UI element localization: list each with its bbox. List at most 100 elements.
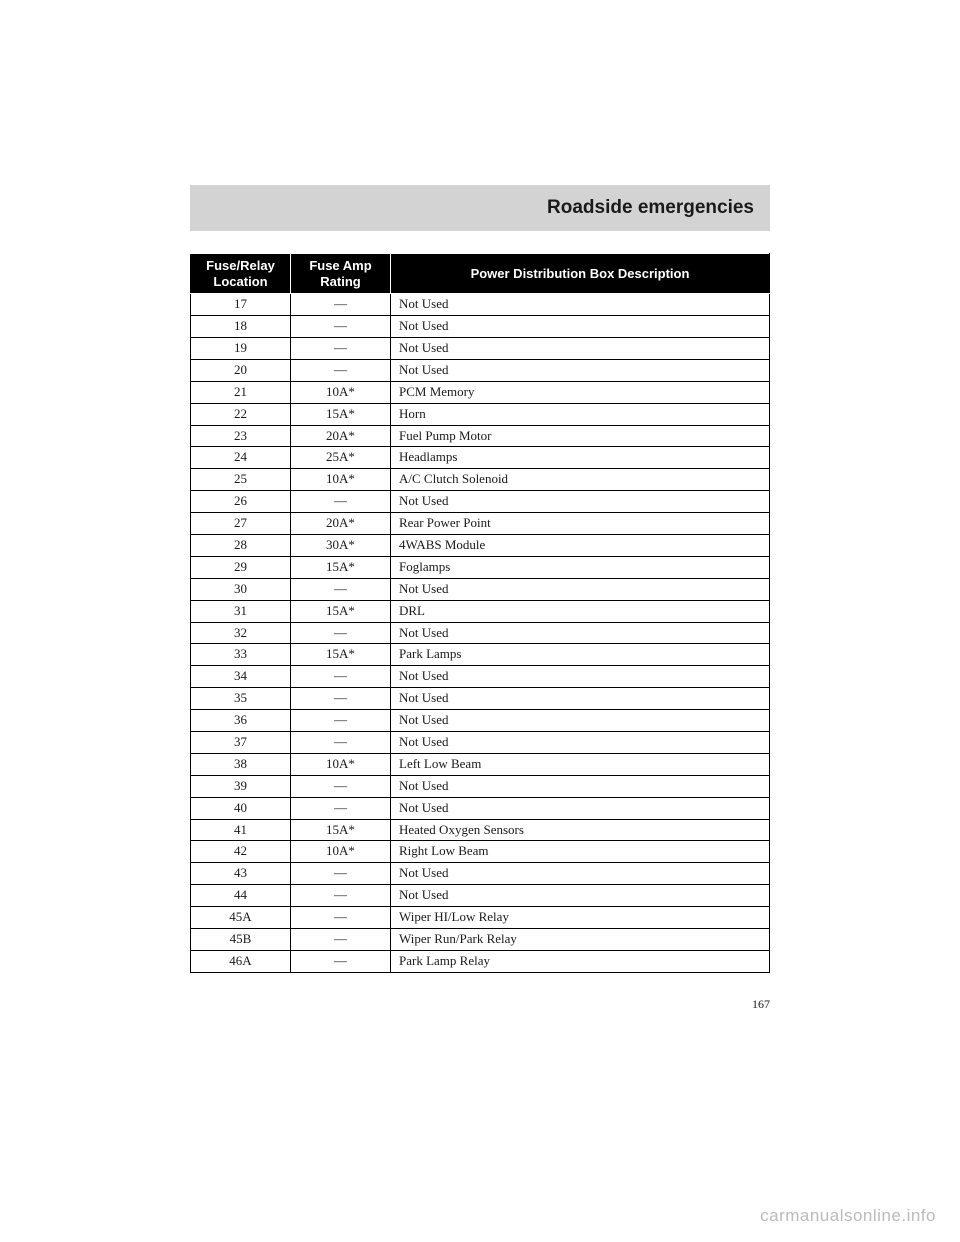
cell-description: Not Used bbox=[391, 294, 770, 316]
cell-location: 27 bbox=[191, 513, 291, 535]
table-row: 3315A*Park Lamps bbox=[191, 644, 770, 666]
cell-rating: 15A* bbox=[291, 403, 391, 425]
cell-location: 34 bbox=[191, 666, 291, 688]
cell-description: Not Used bbox=[391, 797, 770, 819]
cell-rating: — bbox=[291, 885, 391, 907]
table-row: 18—Not Used bbox=[191, 316, 770, 338]
table-row: 34—Not Used bbox=[191, 666, 770, 688]
cell-rating: — bbox=[291, 666, 391, 688]
table-row: 2110A*PCM Memory bbox=[191, 381, 770, 403]
cell-location: 41 bbox=[191, 819, 291, 841]
table-row: 30—Not Used bbox=[191, 578, 770, 600]
cell-rating: 15A* bbox=[291, 600, 391, 622]
cell-rating: — bbox=[291, 688, 391, 710]
table-row: 20—Not Used bbox=[191, 359, 770, 381]
cell-location: 19 bbox=[191, 337, 291, 359]
cell-rating: — bbox=[291, 732, 391, 754]
cell-description: Not Used bbox=[391, 578, 770, 600]
cell-description: Park Lamp Relay bbox=[391, 950, 770, 972]
table-row: 3810A*Left Low Beam bbox=[191, 753, 770, 775]
cell-description: Not Used bbox=[391, 666, 770, 688]
cell-location: 32 bbox=[191, 622, 291, 644]
cell-rating: 15A* bbox=[291, 644, 391, 666]
cell-location: 20 bbox=[191, 359, 291, 381]
cell-location: 18 bbox=[191, 316, 291, 338]
table-row: 17—Not Used bbox=[191, 294, 770, 316]
cell-location: 17 bbox=[191, 294, 291, 316]
cell-rating: — bbox=[291, 950, 391, 972]
cell-location: 30 bbox=[191, 578, 291, 600]
table-row: 35—Not Used bbox=[191, 688, 770, 710]
cell-rating: — bbox=[291, 622, 391, 644]
cell-description: Not Used bbox=[391, 491, 770, 513]
cell-rating: — bbox=[291, 929, 391, 951]
page-number: 167 bbox=[190, 997, 770, 1012]
table-body: 17—Not Used18—Not Used19—Not Used20—Not … bbox=[191, 294, 770, 973]
table-row: 45A—Wiper HI/Low Relay bbox=[191, 907, 770, 929]
table-row: 4115A*Heated Oxygen Sensors bbox=[191, 819, 770, 841]
cell-description: Park Lamps bbox=[391, 644, 770, 666]
cell-description: Not Used bbox=[391, 732, 770, 754]
cell-rating: — bbox=[291, 337, 391, 359]
table-row: 40—Not Used bbox=[191, 797, 770, 819]
cell-location: 43 bbox=[191, 863, 291, 885]
cell-location: 31 bbox=[191, 600, 291, 622]
cell-rating: — bbox=[291, 863, 391, 885]
table-row: 4210A*Right Low Beam bbox=[191, 841, 770, 863]
cell-location: 23 bbox=[191, 425, 291, 447]
cell-rating: 10A* bbox=[291, 753, 391, 775]
table-row: 2320A*Fuel Pump Motor bbox=[191, 425, 770, 447]
cell-rating: 15A* bbox=[291, 819, 391, 841]
cell-location: 38 bbox=[191, 753, 291, 775]
cell-rating: 10A* bbox=[291, 469, 391, 491]
cell-location: 26 bbox=[191, 491, 291, 513]
table-row: 37—Not Used bbox=[191, 732, 770, 754]
cell-description: Horn bbox=[391, 403, 770, 425]
cell-rating: 15A* bbox=[291, 556, 391, 578]
section-header: Roadside emergencies bbox=[190, 185, 770, 231]
table-row: 32—Not Used bbox=[191, 622, 770, 644]
cell-location: 45A bbox=[191, 907, 291, 929]
cell-location: 39 bbox=[191, 775, 291, 797]
cell-location: 35 bbox=[191, 688, 291, 710]
cell-description: Not Used bbox=[391, 710, 770, 732]
cell-location: 45B bbox=[191, 929, 291, 951]
table-row: 3115A*DRL bbox=[191, 600, 770, 622]
cell-description: PCM Memory bbox=[391, 381, 770, 403]
cell-description: Heated Oxygen Sensors bbox=[391, 819, 770, 841]
table-row: 39—Not Used bbox=[191, 775, 770, 797]
cell-description: Not Used bbox=[391, 885, 770, 907]
page-container: Roadside emergencies Fuse/Relay Location… bbox=[190, 185, 770, 1012]
col-header-rating: Fuse Amp Rating bbox=[291, 254, 391, 294]
cell-rating: — bbox=[291, 316, 391, 338]
cell-description: Not Used bbox=[391, 337, 770, 359]
cell-description: Right Low Beam bbox=[391, 841, 770, 863]
cell-description: Wiper HI/Low Relay bbox=[391, 907, 770, 929]
cell-location: 21 bbox=[191, 381, 291, 403]
table-row: 2215A*Horn bbox=[191, 403, 770, 425]
table-row: 46A—Park Lamp Relay bbox=[191, 950, 770, 972]
table-row: 26—Not Used bbox=[191, 491, 770, 513]
cell-rating: 20A* bbox=[291, 425, 391, 447]
cell-description: Headlamps bbox=[391, 447, 770, 469]
cell-location: 46A bbox=[191, 950, 291, 972]
cell-description: Not Used bbox=[391, 359, 770, 381]
table-row: 2425A*Headlamps bbox=[191, 447, 770, 469]
cell-description: Not Used bbox=[391, 688, 770, 710]
cell-location: 36 bbox=[191, 710, 291, 732]
cell-rating: 20A* bbox=[291, 513, 391, 535]
cell-location: 22 bbox=[191, 403, 291, 425]
table-row: 45B—Wiper Run/Park Relay bbox=[191, 929, 770, 951]
table-row: 19—Not Used bbox=[191, 337, 770, 359]
cell-description: Wiper Run/Park Relay bbox=[391, 929, 770, 951]
table-row: 2720A*Rear Power Point bbox=[191, 513, 770, 535]
cell-description: Not Used bbox=[391, 316, 770, 338]
cell-location: 42 bbox=[191, 841, 291, 863]
cell-location: 25 bbox=[191, 469, 291, 491]
table-row: 2510A*A/C Clutch Solenoid bbox=[191, 469, 770, 491]
cell-rating: 25A* bbox=[291, 447, 391, 469]
cell-rating: — bbox=[291, 359, 391, 381]
cell-location: 44 bbox=[191, 885, 291, 907]
cell-description: A/C Clutch Solenoid bbox=[391, 469, 770, 491]
table-row: 44—Not Used bbox=[191, 885, 770, 907]
